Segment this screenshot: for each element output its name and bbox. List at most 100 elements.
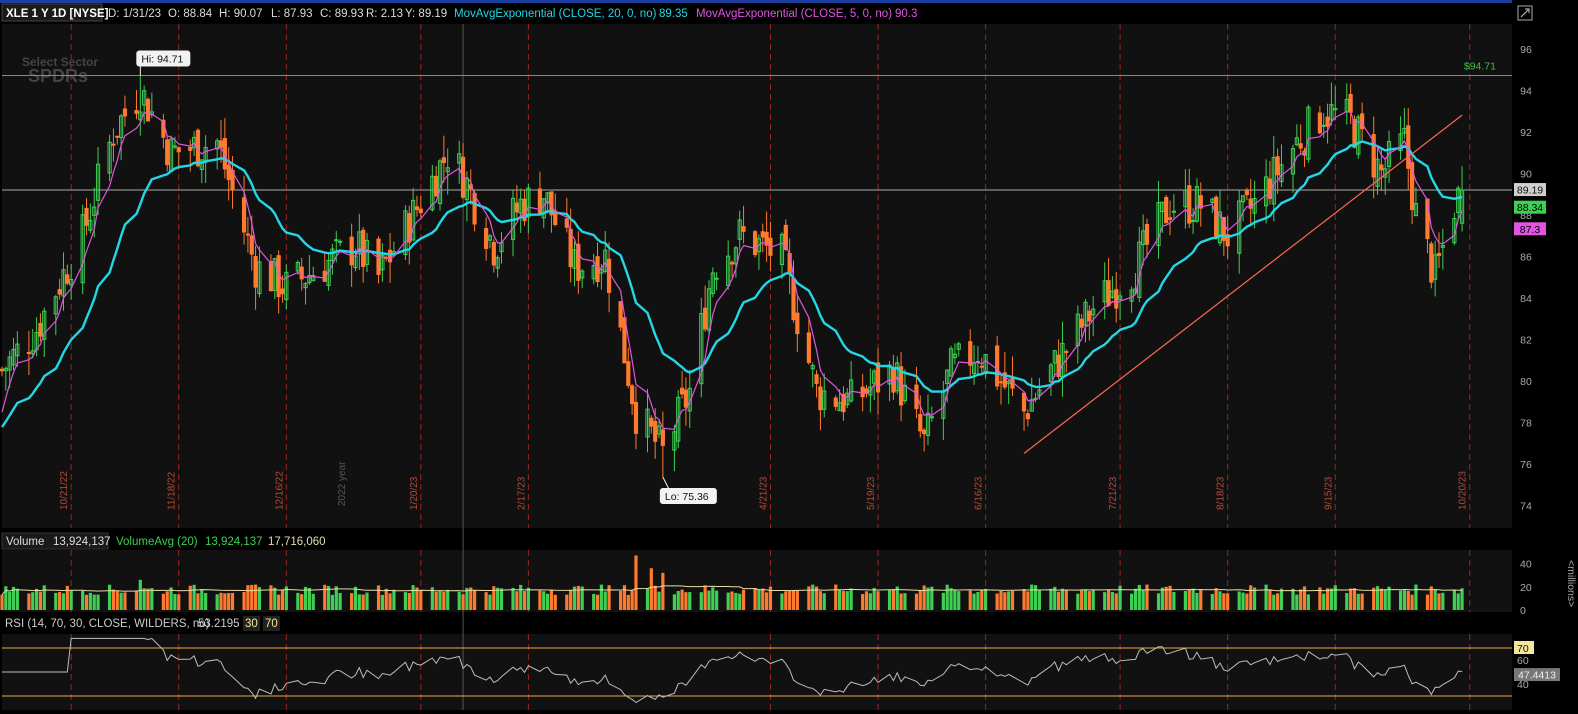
candle-body	[418, 208, 423, 214]
volume-bar	[1276, 593, 1280, 610]
volume-bar	[338, 593, 342, 610]
volume-bar	[1026, 591, 1030, 610]
volume-bar	[761, 588, 765, 610]
volume-bar	[565, 594, 569, 610]
candle-body	[226, 164, 231, 181]
price-tick-label: 78	[1520, 417, 1532, 429]
volume-bar	[123, 592, 127, 610]
volume-bar	[142, 588, 146, 610]
maximize-icon[interactable]	[1517, 5, 1533, 21]
volume-bar	[1030, 584, 1034, 610]
rsi-panel[interactable]	[2, 634, 1512, 710]
header-symbol-box[interactable]	[1, 3, 103, 22]
header-symbol[interactable]: XLE 1 Y 1D [NYSE]	[6, 8, 109, 20]
candle-body	[1117, 295, 1123, 300]
volume-bar	[1249, 585, 1253, 610]
volume-bar	[58, 591, 62, 610]
price-tick-label: 94	[1520, 85, 1532, 97]
date-label: 11/18/22	[167, 471, 178, 510]
candle-body	[1198, 195, 1203, 209]
volume-bar	[1295, 594, 1299, 610]
volume-bar	[730, 591, 734, 610]
candle-body	[1433, 254, 1438, 280]
rsi-value: 53.2195	[198, 618, 240, 630]
volume-bar	[15, 588, 19, 610]
volume-bar	[1398, 590, 1403, 610]
candle-body	[1298, 143, 1303, 149]
volume-bar	[922, 585, 926, 610]
price-badges: 89.19 88.34 87.3	[1514, 183, 1546, 236]
volume-bar	[576, 585, 580, 610]
candle-body	[1436, 252, 1442, 256]
volume-bar	[1083, 589, 1088, 610]
volume-bar	[757, 589, 761, 610]
candle-body	[1375, 158, 1380, 187]
volume-label-box[interactable]	[1, 532, 109, 550]
volume-bars: 40 20 0	[0, 555, 1532, 617]
volume-bar	[138, 579, 142, 610]
volume-label[interactable]: Volume	[6, 536, 44, 548]
volume-bar	[511, 587, 515, 610]
price-panel[interactable]	[2, 24, 1512, 528]
volume-bar	[1318, 587, 1322, 610]
candle-body	[595, 256, 600, 282]
candle-body	[1240, 195, 1246, 203]
volume-bar	[69, 590, 73, 610]
volume-panel[interactable]	[2, 550, 1512, 612]
volume-header: Volume 13,924,137 VolumeAvg (20) 13,924,…	[1, 532, 1577, 607]
volume-bar	[488, 594, 492, 610]
volume-bar	[1007, 591, 1011, 610]
volume-bar	[1387, 586, 1391, 610]
volume-bar	[177, 594, 181, 610]
volume-bar	[469, 587, 473, 610]
volume-avg-label[interactable]: VolumeAvg (20)	[116, 536, 198, 548]
trendline-group[interactable]	[1023, 114, 1463, 454]
volume-bar	[1214, 588, 1218, 610]
volume-bar	[1306, 594, 1310, 610]
volume-bar	[54, 592, 58, 610]
candle-body	[361, 229, 366, 267]
volume-bar	[1064, 589, 1068, 610]
volume-bar	[365, 592, 369, 610]
candle-body	[303, 283, 308, 289]
price-tick-label: 96	[1520, 44, 1532, 56]
candle-body	[199, 159, 204, 170]
candle-body	[295, 261, 300, 272]
volume-bar	[442, 591, 446, 610]
volume-bar	[1010, 590, 1015, 610]
volume-bar	[165, 591, 169, 610]
volume-bar	[107, 584, 112, 610]
candle-body	[268, 260, 274, 292]
volume-bar	[1272, 594, 1276, 610]
ema20-price-badge: 88.34	[1517, 202, 1543, 214]
candle-body	[495, 257, 500, 269]
candle-body	[1410, 162, 1415, 211]
rsi-label[interactable]: RSI (14, 70, 30, CLOSE, WILDERS, no)	[5, 618, 210, 630]
volume-bar	[807, 586, 811, 610]
candle-body	[1037, 389, 1042, 396]
candle-body	[57, 289, 62, 295]
candle-body	[1221, 216, 1226, 241]
volume-bar	[1349, 588, 1353, 610]
candle-body	[88, 219, 93, 231]
candle-body	[810, 365, 815, 370]
ema20-study-label[interactable]: MovAvgExponential (CLOSE, 20, 0, no)	[454, 8, 657, 20]
volume-bar	[1222, 593, 1226, 610]
candle-body	[1194, 186, 1200, 222]
candle-body	[1317, 112, 1322, 134]
trendline[interactable]	[1023, 114, 1463, 454]
ema5-study-label[interactable]: MovAvgExponential (CLOSE, 5, 0, no)	[696, 8, 892, 20]
candle-body	[679, 387, 685, 395]
rsi-tick-label: 70	[1517, 643, 1529, 655]
volume-bar	[1252, 587, 1257, 610]
candle-body	[1190, 220, 1196, 223]
candle-body	[1379, 164, 1384, 171]
volume-bar	[81, 590, 85, 610]
rsi-badge: 47.4413	[1518, 670, 1556, 682]
date-label: 10/21/22	[59, 471, 70, 510]
candle-body	[822, 390, 827, 410]
volume-avg-value: 13,924,137	[205, 536, 263, 548]
volume-bar	[1410, 594, 1414, 610]
rsi-tick-label: 60	[1517, 655, 1529, 667]
